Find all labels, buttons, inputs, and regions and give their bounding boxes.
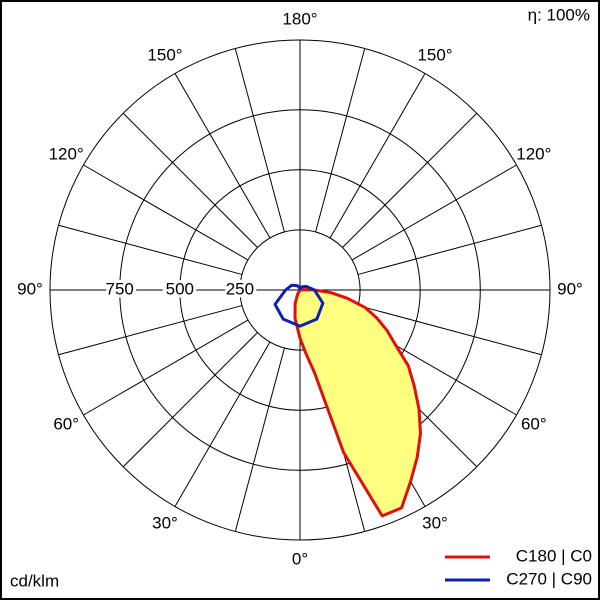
spoke — [174, 73, 271, 239]
radial-label: 750 — [106, 279, 134, 298]
radial-label: 250 — [226, 279, 254, 298]
angle-label: 60° — [521, 414, 547, 433]
spoke — [234, 48, 285, 233]
spoke — [122, 112, 258, 248]
legend-label: C270 | C90 — [506, 569, 592, 588]
spoke — [83, 164, 249, 261]
angle-label: 60° — [53, 414, 79, 433]
legend-label: C180 | C0 — [516, 546, 592, 565]
spoke — [357, 305, 542, 356]
angle-label: 90° — [557, 279, 583, 298]
spoke — [234, 347, 285, 532]
spoke — [122, 332, 258, 468]
intensity-curve — [273, 283, 325, 328]
spoke — [342, 112, 478, 248]
angle-label: 150° — [147, 46, 182, 65]
angle-label: 90° — [17, 279, 43, 298]
angle-label: 150° — [417, 46, 452, 65]
unit-label: cd/klm — [10, 571, 59, 590]
curves — [273, 283, 422, 518]
radial-label: 500 — [166, 279, 194, 298]
angle-label: 0° — [292, 549, 308, 568]
spoke — [329, 73, 426, 239]
angle-label: 30° — [152, 513, 178, 532]
angle-label: 120° — [49, 144, 84, 163]
angle-label: 120° — [516, 144, 551, 163]
labels: 0° 30° 30° 60° 60° 90° 90° 120° 120° 150° 150° 180°… — [17, 9, 592, 588]
spoke — [351, 164, 517, 261]
spoke — [83, 319, 249, 416]
intensity-curve — [293, 288, 422, 518]
spoke — [58, 305, 243, 356]
angle-label: 30° — [422, 513, 448, 532]
efficiency-label: η: 100% — [528, 5, 590, 24]
spoke — [315, 48, 366, 233]
spoke — [58, 224, 243, 275]
spoke — [357, 224, 542, 275]
angle-label: 180° — [282, 9, 317, 28]
spoke — [174, 341, 271, 507]
